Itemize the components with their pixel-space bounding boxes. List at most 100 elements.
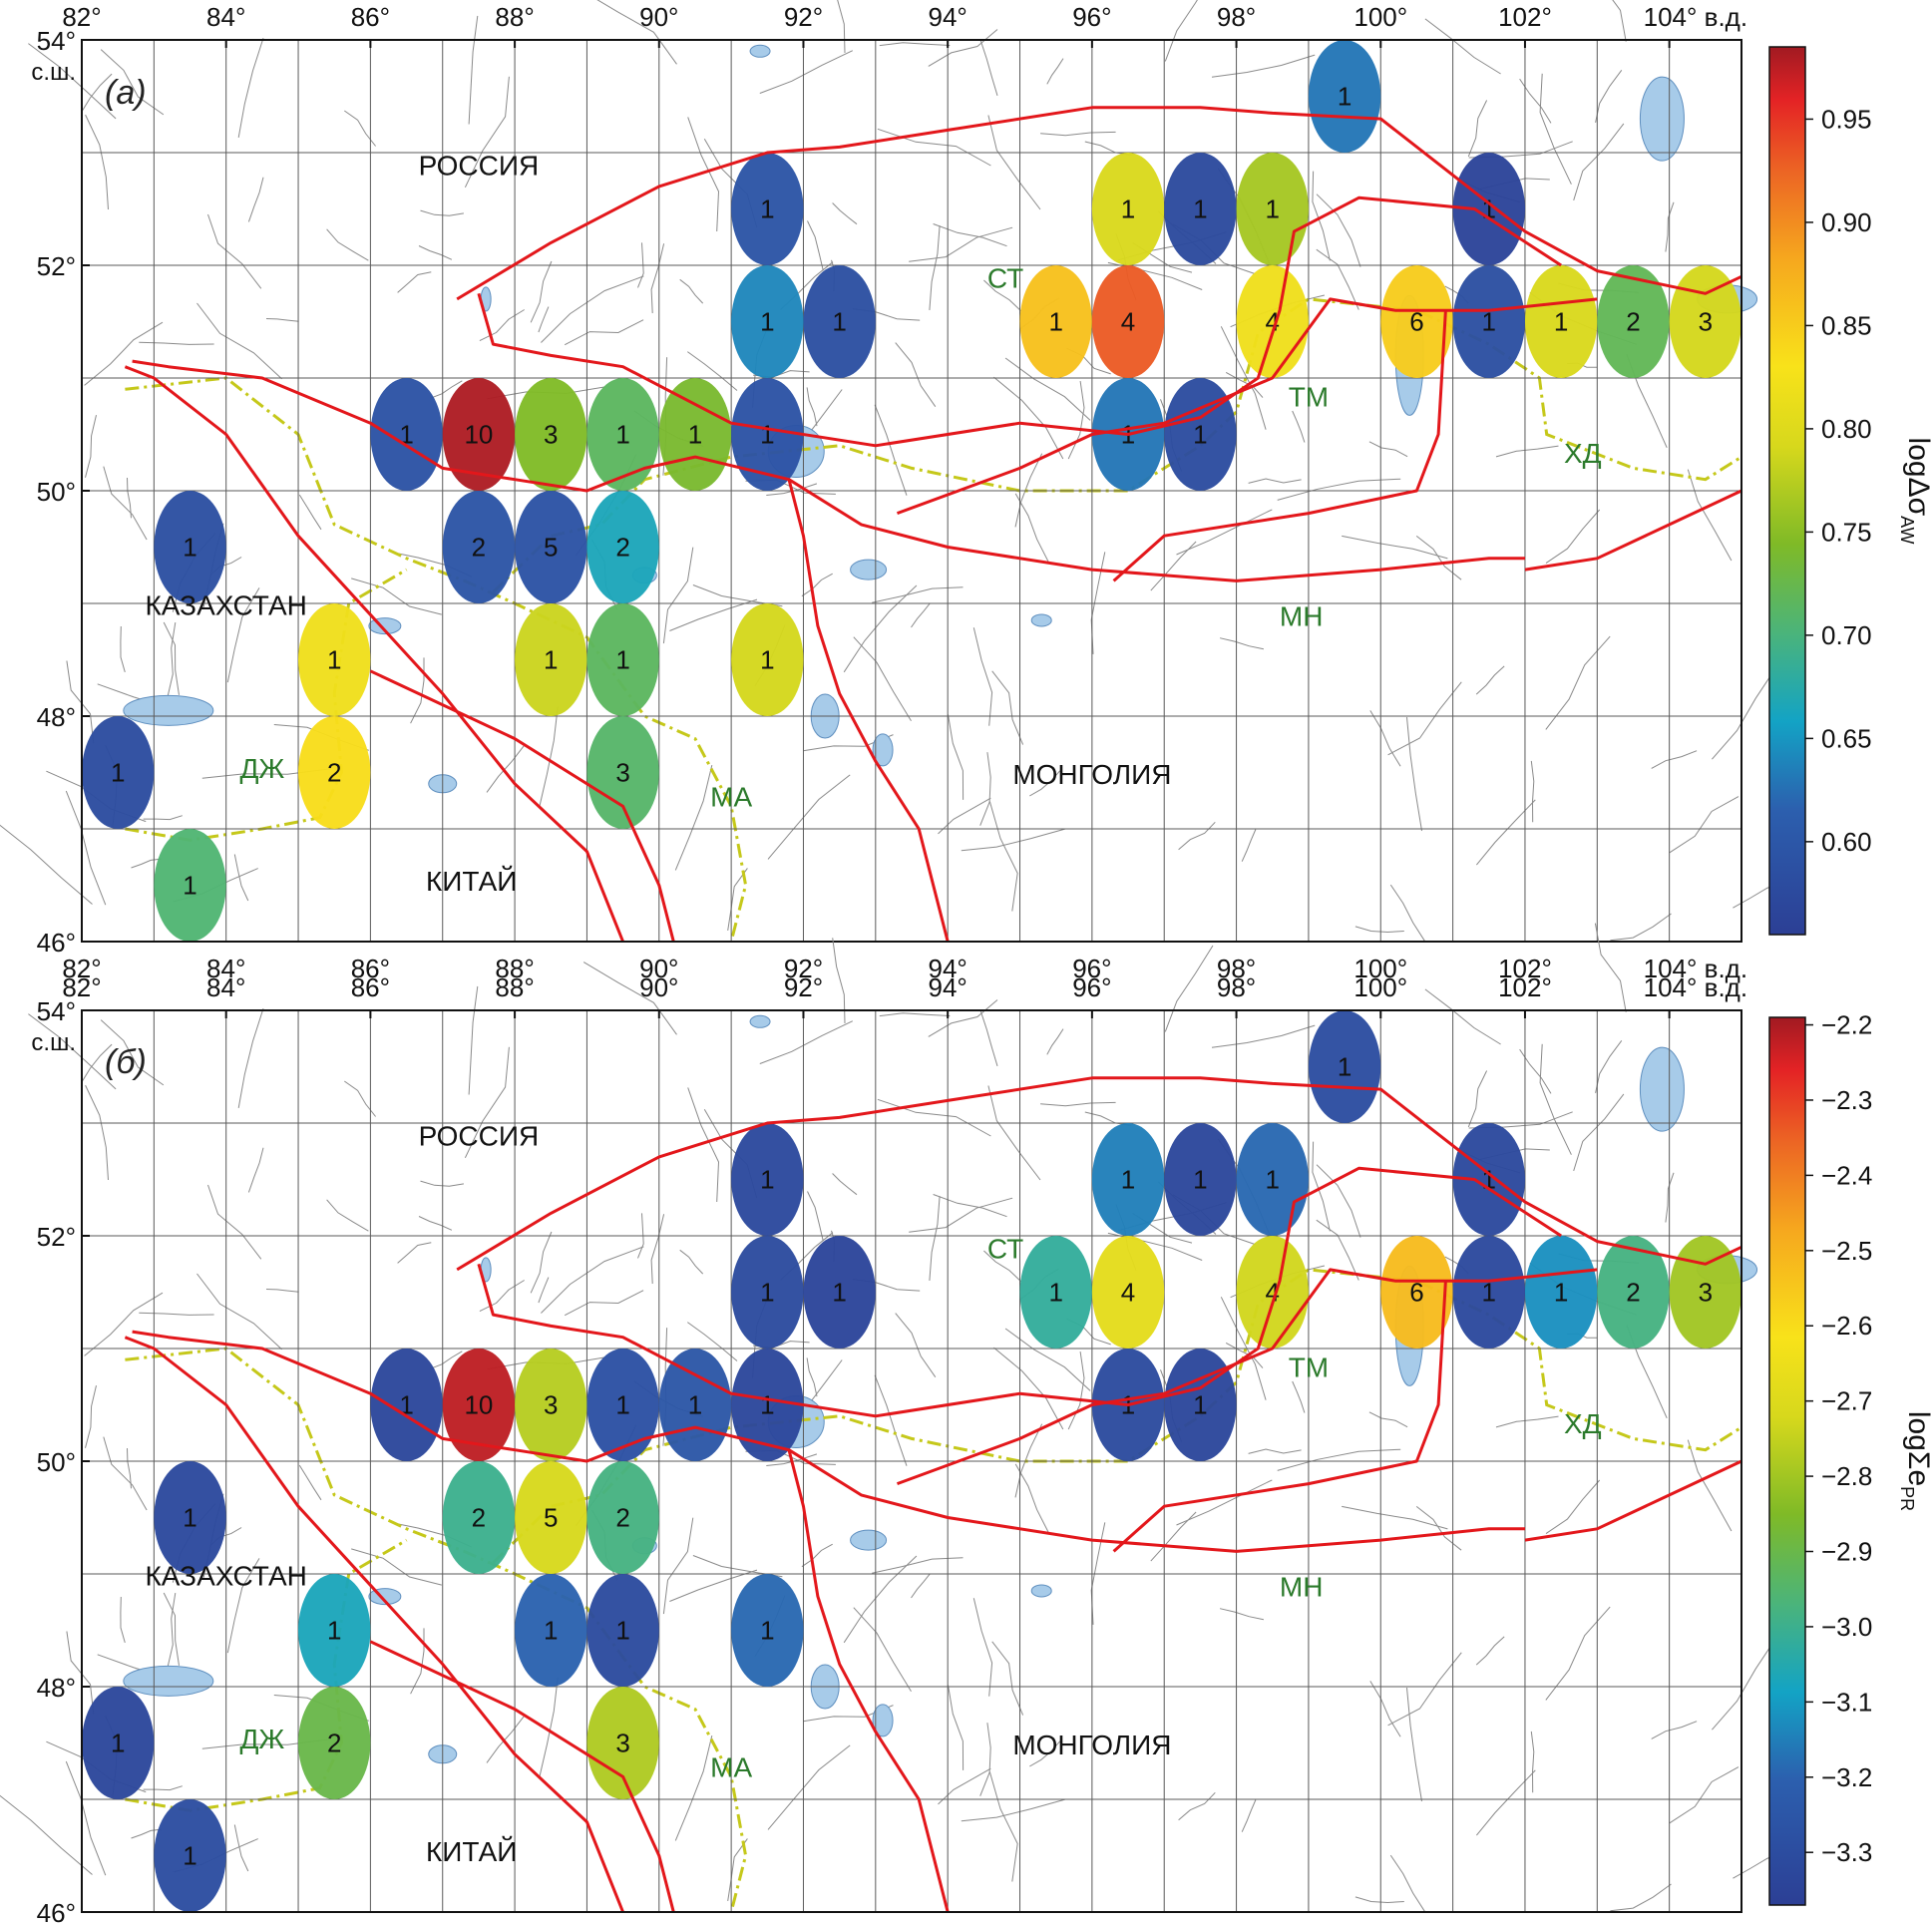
major-fault [132,359,1525,582]
data-cell-ellipse [1164,1123,1237,1236]
data-cell-ellipse [154,829,226,942]
minor-fault-line [767,774,851,860]
data-cell-ellipse [1236,265,1309,378]
data-cell-count: 10 [464,420,493,450]
major-faults-b [124,1076,1742,1913]
data-cell-ellipse [1380,265,1453,378]
data-cell-ellipse [515,1461,587,1574]
data-cell-count: 1 [327,1616,341,1646]
minor-fault-line [1316,1219,1359,1281]
data-cell-count: 1 [1193,1390,1207,1420]
minor-fault-line [1369,710,1401,767]
minor-fault-line [979,1723,991,1796]
minor-fault-line [131,1828,162,1839]
data-cell-ellipse [586,1349,659,1461]
lon-tick-label: 102° [1498,2,1552,32]
map-axes-b: 82° 84° 86° 88° 90° 92° 94° 96° 98° 100° 102° 104° … [31,972,1747,1928]
minor-fault-line [1669,1766,1739,1824]
data-cell-ellipse [1452,1123,1525,1236]
minor-fault-line [81,1043,113,1082]
minor-fault-line [687,1087,720,1203]
region-label: СТ [987,1234,1023,1265]
minor-fault-line [767,1744,851,1830]
major-fault [369,669,675,943]
minor-fault-line [933,223,1007,247]
data-cell: 6 [1380,1236,1453,1349]
major-fault [456,1076,1742,1272]
minor-fault-line [143,815,183,821]
minor-fault-line [928,999,998,1037]
minor-fault-line [874,1374,908,1466]
minor-fault-line [85,414,97,478]
minor-fault-line [727,1838,748,1901]
colorbar-tick-label: −2.3 [1821,1085,1872,1115]
minor-fault-line [1292,1380,1306,1413]
minor-fault-line [948,714,965,800]
minor-fault-line [1387,1652,1462,1727]
minor-fault-line [418,1216,453,1231]
minor-fault-line [993,376,1064,460]
minor-fault-line [420,209,464,216]
region-label: МН [1280,601,1324,632]
minor-fault-line [807,220,824,271]
minor-fault-line [351,578,442,615]
minor-fault-line [909,226,1013,262]
minor-fault-line [163,621,180,695]
minor-fault-line [1342,535,1448,560]
minor-fault-line [727,868,748,931]
minor-fault-line [196,1273,282,1350]
data-cell-ellipse [803,1236,876,1349]
data-cell-count: 1 [1121,1165,1135,1195]
minor-fault-line [1495,445,1559,458]
minor-fault-line [1176,1479,1273,1526]
minor-fault-line [326,228,369,261]
data-cell: 2 [298,1687,371,1799]
minor-fault-line [468,985,479,1095]
data-cell: 1 [1236,1123,1309,1236]
data-cell: 1 [1452,265,1525,378]
lat-unit-label: с.ш. [31,59,76,86]
map-panel-a: 11 1 1 1 11 1 1 4 4 6 1 1 2 31 10 3 1 1 1 1 11 2 5 21 1 1 11 2 31 РО… [0,0,1932,983]
region-label: МН [1280,1572,1324,1603]
data-cell: 10 [442,1349,516,1461]
data-cell: 1 [586,1349,659,1461]
data-cell: 5 [515,491,587,603]
minor-fault-line [226,587,260,683]
lon-tick-label: 86° [351,2,390,32]
data-cell: 1 [154,1799,226,1912]
data-cell: 1 [658,378,732,491]
data-cells-a: 11 1 1 1 11 1 1 4 4 6 1 1 2 31 10 3 1 1 1 1 11 2 5 21 1 1 11 2 31 [82,40,1741,942]
region-label: ТМ [1289,381,1329,412]
minor-fault-line [100,1019,165,1086]
colorbar-tick-label: −2.4 [1821,1160,1872,1190]
data-cell: 10 [442,378,516,491]
country-label: РОССИЯ [419,1121,540,1152]
place-labels-a: РОССИЯ КАЗАХСТАН МОНГОЛИЯ КИТАЙ СТ ТМ ХД МН ДЖ МА [146,151,1602,898]
lon-tick-label: 88° [495,2,534,32]
data-cell: 1 [1019,1236,1092,1349]
data-cell: 1 [1091,153,1165,265]
minor-fault-line [983,1250,1021,1283]
minor-fault-line [961,1798,1065,1822]
minor-fault-line [979,752,991,826]
data-cell-count: 2 [615,1503,629,1533]
data-cell: 1 [586,378,659,491]
data-cell-ellipse [298,1574,371,1687]
major-fault [1112,310,1447,582]
minor-fault-line [1530,760,1535,823]
minor-fault-line [1665,1172,1675,1223]
lon-tick-label-bottom: 86° [351,954,390,983]
minor-fault-line [207,213,262,289]
lat-tick-label: 50° [37,477,76,507]
minor-fault-line [679,278,704,304]
data-cell-count: 4 [1266,307,1280,337]
minor-fault-line [929,1196,941,1281]
data-cell-ellipse [515,603,587,716]
data-cell-ellipse [1308,40,1381,153]
minor-fault-line [1277,1448,1401,1471]
colorbar-tick-label: −2.6 [1821,1311,1872,1341]
minor-fault-line [1467,100,1488,158]
minor-fault-line [1312,1141,1331,1232]
data-cell: 2 [1597,1236,1670,1349]
minor-fault-line [1316,193,1361,267]
